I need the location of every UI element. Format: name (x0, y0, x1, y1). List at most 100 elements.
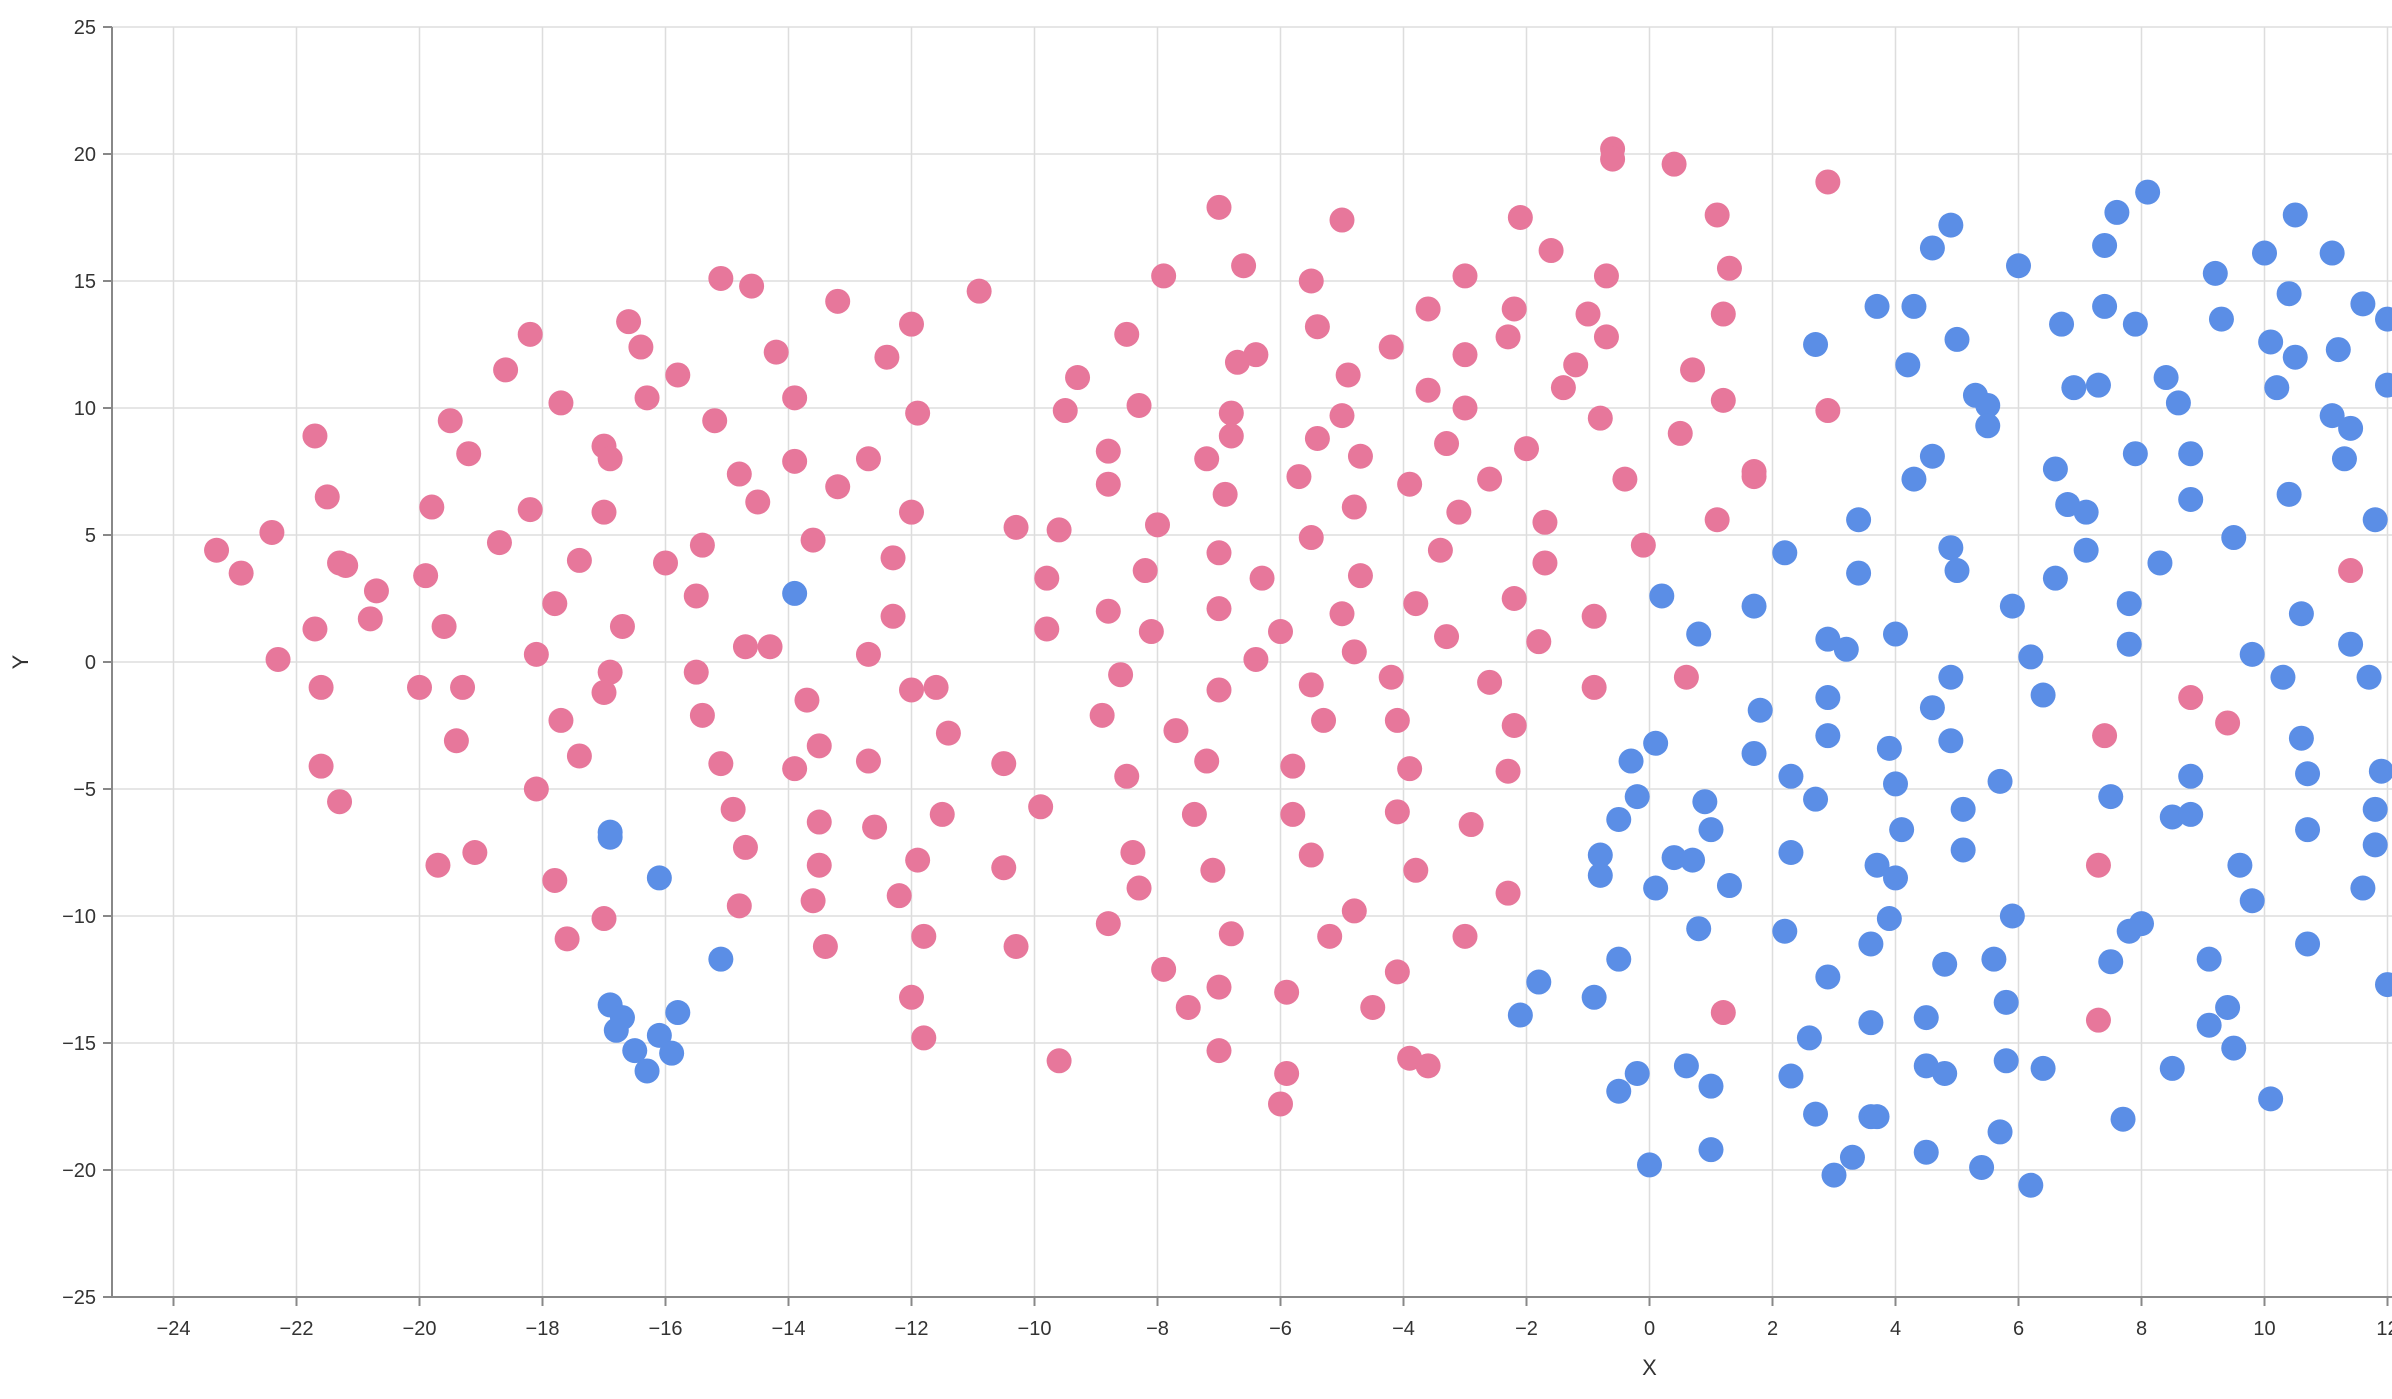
scatter-point-series-2 (2006, 253, 2031, 279)
scatter-point-series-1 (1341, 639, 1367, 665)
scatter-point-series-2 (1876, 735, 1902, 761)
scatter-point-series-2 (2178, 801, 2204, 827)
scatter-point-series-1 (825, 288, 851, 314)
y-tick-label: 5 (85, 525, 96, 547)
x-tick-label: −24 (157, 1318, 191, 1340)
scatter-point-series-2 (2295, 817, 2321, 843)
scatter-point-series-1 (1280, 753, 1306, 779)
scatter-point-series-1 (462, 840, 488, 865)
scatter-point-series-2 (1803, 332, 1829, 357)
scatter-point-series-2 (1981, 946, 2007, 972)
x-tick-label: −14 (772, 1318, 806, 1340)
scatter-point-series-1 (1710, 387, 1736, 413)
scatter-point-series-1 (1452, 342, 1478, 368)
scatter-point-series-2 (2264, 375, 2290, 401)
scatter-point-series-2 (2362, 832, 2388, 858)
scatter-point-series-2 (2178, 441, 2204, 467)
scatter-point-series-2 (1772, 540, 1798, 566)
scatter-point-series-2 (2116, 591, 2142, 617)
scatter-point-series-2 (2325, 337, 2351, 363)
scatter-point-series-2 (1987, 1119, 2013, 1145)
x-tick-label: 2 (1767, 1318, 1778, 1340)
scatter-point-series-2 (2288, 725, 2314, 751)
x-tick-label: −4 (1392, 1318, 1415, 1340)
scatter-point-series-2 (2042, 456, 2068, 482)
scatter-point-series-2 (2221, 1035, 2247, 1061)
scatter-point-series-1 (708, 751, 734, 777)
scatter-point-series-2 (2202, 260, 2228, 286)
scatter-point-series-2 (1815, 685, 1841, 711)
scatter-point-series-2 (2221, 525, 2247, 551)
scatter-point-series-2 (1969, 1154, 1995, 1180)
scatter-point-series-2 (1778, 763, 1804, 789)
scatter-point-series-1 (1716, 255, 1742, 281)
scatter-point-series-1 (1206, 194, 1232, 220)
scatter-point-series-1 (1206, 596, 1232, 622)
scatter-point-series-2 (1938, 664, 1964, 690)
scatter-point-series-1 (1298, 268, 1324, 294)
scatter-point-series-2 (2104, 199, 2130, 225)
scatter-point-series-1 (357, 606, 383, 632)
scatter-point-series-2 (2153, 365, 2179, 391)
scatter-point-series-2 (622, 1038, 648, 1064)
scatter-point-series-2 (597, 824, 623, 850)
scatter-point-series-1 (1526, 629, 1552, 655)
scatter-point-series-2 (1618, 748, 1644, 774)
scatter-point-series-1 (665, 362, 691, 388)
scatter-point-series-2 (1698, 1073, 1724, 1099)
scatter-point-series-2 (1938, 535, 1964, 561)
scatter-point-series-2 (634, 1058, 660, 1084)
scatter-point-series-1 (1163, 718, 1189, 744)
scatter-point-series-1 (1384, 799, 1410, 825)
y-tick-label: 0 (85, 652, 96, 674)
scatter-point-series-1 (1132, 558, 1158, 584)
y-tick-label: 25 (74, 17, 96, 39)
scatter-point-series-1 (1218, 423, 1244, 449)
scatter-point-series-1 (1347, 443, 1373, 469)
y-tick-label: −5 (73, 779, 96, 801)
scatter-point-series-1 (1384, 959, 1410, 985)
scatter-point-series-2 (1815, 964, 1841, 990)
scatter-point-series-1 (1532, 550, 1558, 576)
scatter-point-series-1 (1114, 763, 1140, 789)
scatter-point-series-1 (566, 743, 592, 769)
scatter-point-series-1 (1403, 857, 1429, 883)
scatter-point-series-2 (2258, 1086, 2284, 1112)
scatter-point-series-2 (1587, 862, 1613, 888)
scatter-point-series-2 (2165, 390, 2191, 416)
x-tick-label: 8 (2136, 1318, 2147, 1340)
scatter-point-series-2 (2208, 306, 2234, 332)
scatter-point-series-1 (1003, 514, 1029, 540)
scatter-point-series-1 (1095, 438, 1121, 464)
scatter-point-series-1 (1335, 362, 1361, 388)
scatter-point-series-1 (1581, 603, 1607, 629)
scatter-point-series-1 (517, 497, 543, 523)
scatter-point-series-1 (732, 634, 758, 660)
scatter-point-series-2 (1803, 786, 1829, 812)
scatter-point-series-2 (1821, 1162, 1847, 1188)
scatter-point-series-1 (806, 733, 832, 759)
scatter-point-series-2 (1778, 840, 1804, 865)
scatter-point-series-1 (1095, 598, 1121, 624)
scatter-point-series-2 (1938, 212, 1964, 238)
scatter-point-series-2 (1643, 730, 1669, 756)
scatter-point-series-1 (597, 659, 623, 685)
scatter-point-series-1 (899, 311, 924, 337)
scatter-point-series-2 (1815, 626, 1841, 652)
scatter-point-series-2 (2116, 631, 2142, 657)
scatter-point-series-1 (542, 591, 568, 617)
scatter-point-series-2 (1778, 1063, 1804, 1089)
scatter-point-series-1 (862, 814, 888, 840)
scatter-point-series-1 (825, 474, 851, 500)
scatter-point-series-1 (757, 634, 783, 660)
scatter-point-series-2 (782, 580, 808, 606)
scatter-point-series-1 (1274, 979, 1300, 1005)
scatter-point-series-1 (1095, 911, 1121, 937)
scatter-point-series-1 (548, 707, 574, 733)
scatter-point-series-1 (363, 578, 389, 604)
scatter-point-series-2 (2092, 293, 2118, 319)
scatter-point-series-1 (228, 560, 254, 586)
scatter-point-series-2 (1815, 723, 1841, 749)
scatter-point-series-2 (2147, 550, 2173, 576)
scatter-point-series-1 (566, 547, 592, 573)
